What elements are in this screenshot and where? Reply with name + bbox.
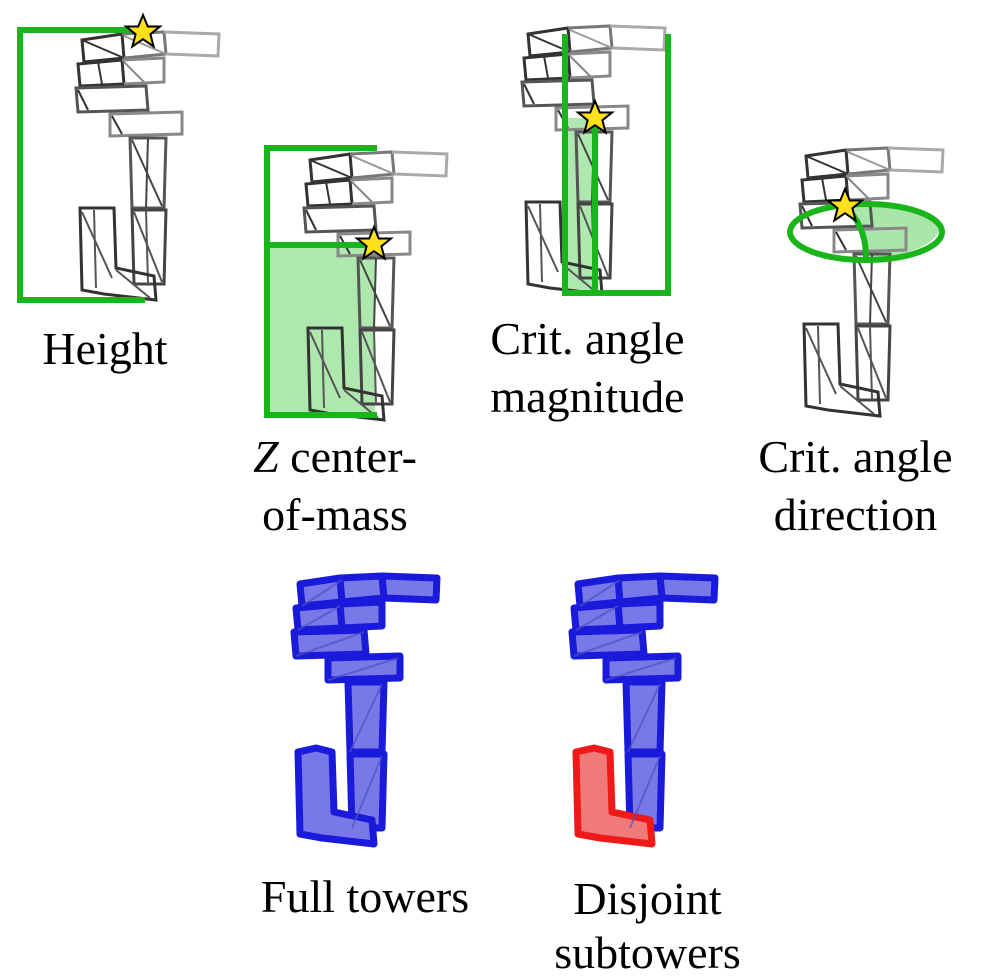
crit-mag-panel: [520, 24, 671, 296]
zcom-bracket: [264, 145, 377, 418]
full-towers-panel: [294, 576, 437, 844]
disjoint-label-line1: Disjoint: [573, 873, 722, 924]
crit-mag-label-line1: Crit. angle: [490, 313, 685, 364]
height-tower-wireframe: [74, 30, 221, 302]
height-panel: [17, 14, 221, 303]
crit-mag-label: Crit. angle magnitude: [470, 310, 705, 426]
crit-dir-label-line1: Crit. angle: [758, 431, 953, 482]
zcom-panel: [264, 145, 449, 422]
crit-dir-tower-wireframe: [798, 146, 945, 418]
crit-mag-label-line2: magnitude: [490, 371, 685, 422]
zcom-label: Z center- of-mass: [230, 428, 440, 544]
full-towers-label: Full towers: [260, 871, 470, 922]
zcom-label-line2: of-mass: [262, 489, 408, 540]
full-tower-solid: [294, 576, 437, 844]
crit-dir-ellipse: [787, 201, 945, 263]
crit-dir-panel: [787, 146, 945, 418]
crit-mag-box: [562, 34, 671, 296]
crit-dir-label-line2: direction: [773, 489, 938, 540]
disjoint-label-line2: subtowers: [554, 927, 741, 978]
zcom-label-italic: Z: [253, 431, 279, 482]
disjoint-label: Disjoint subtowers: [535, 872, 760, 980]
height-label: Height: [42, 323, 168, 374]
disjoint-panel: [572, 576, 715, 844]
crit-dir-label: Crit. angle direction: [738, 428, 973, 544]
height-star-icon: [125, 14, 161, 48]
height-bracket: [17, 27, 145, 303]
crit-dir-fill: [845, 206, 940, 260]
zcom-label-rest: center-: [278, 431, 417, 482]
